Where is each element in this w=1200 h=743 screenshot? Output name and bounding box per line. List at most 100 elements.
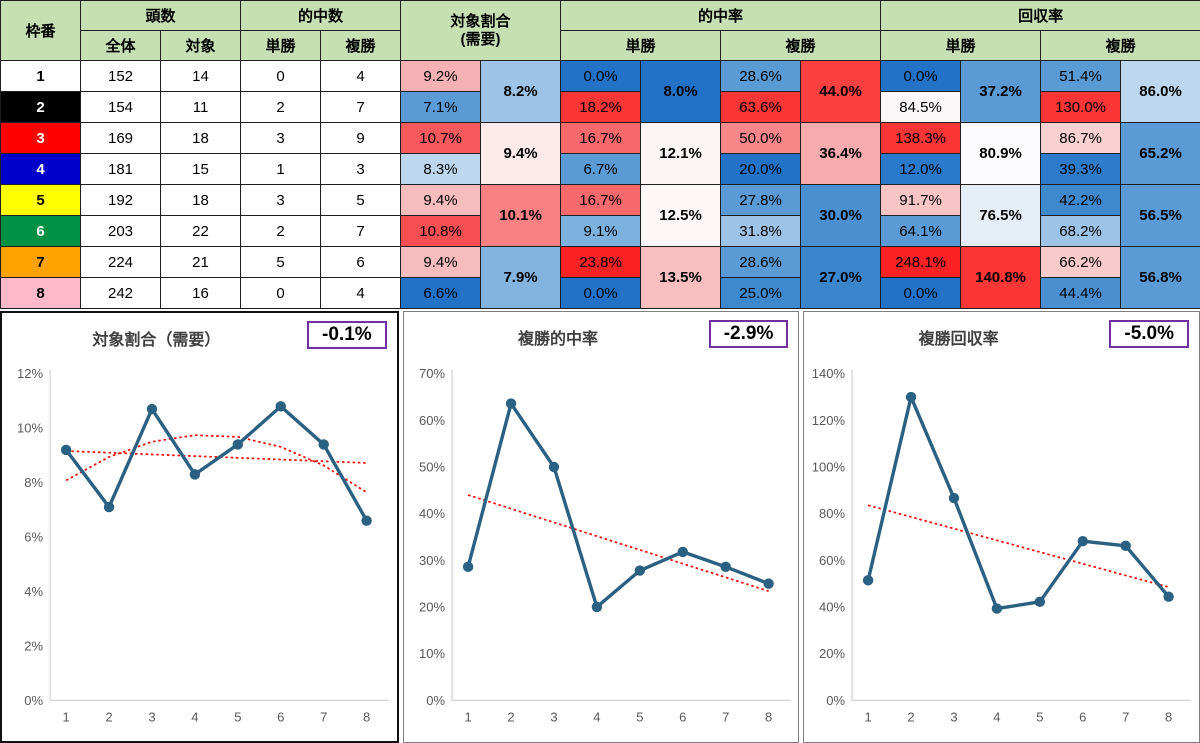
table-row: 5 192 18 3 5 9.4% 10.1% 16.7% 12.5% 27.8% 30.0% 91.… <box>0 184 1200 247</box>
svg-text:6: 6 <box>679 709 686 724</box>
target-cell: 16 <box>159 277 242 309</box>
svg-text:10%: 10% <box>419 646 445 661</box>
svg-text:1: 1 <box>62 709 69 724</box>
svg-text:7: 7 <box>722 709 729 724</box>
header-target-ratio-line1: 対象割合 <box>450 13 511 31</box>
line-chart-target-ratio: 0% 2% 4% 6% 8% 10% 12% 1 2 3 4 5 6 7 8 <box>17 366 389 724</box>
total-cell: 181 <box>80 153 161 185</box>
svg-text:60%: 60% <box>419 413 445 428</box>
win-pay-pair-cell: 140.8% <box>960 246 1042 309</box>
trend-slope-badge: -0.1% <box>307 321 387 349</box>
ratio-pair-cell: 8.2% <box>480 60 562 123</box>
header-payout-win: 単勝 <box>880 30 1042 61</box>
svg-text:2%: 2% <box>24 638 43 653</box>
svg-text:2: 2 <box>507 709 514 724</box>
ratio-cell: 9.4% <box>400 246 482 278</box>
header-row-1: 枠番 頭数 的中数 対象割合 (需要) 的中率 回収率 <box>0 0 1200 61</box>
trend-slope-badge: -5.0% <box>1109 320 1190 348</box>
svg-text:40%: 40% <box>419 506 445 521</box>
svg-text:2: 2 <box>105 709 112 724</box>
win-rate-pair-cell: 8.0% <box>640 60 722 123</box>
place-hits-cell: 4 <box>320 277 402 309</box>
svg-text:3: 3 <box>951 709 958 724</box>
win-rate-pair-cell: 12.1% <box>640 122 722 185</box>
place-pay-cell: 86.7% <box>1040 122 1122 154</box>
win-hits-cell: 2 <box>240 91 322 123</box>
header-place-hits: 複勝 <box>320 30 402 61</box>
svg-text:100%: 100% <box>812 460 846 475</box>
place-rate-pair-cell: 30.0% <box>800 184 882 247</box>
total-cell: 154 <box>80 91 161 123</box>
place-hits-cell: 7 <box>320 215 402 247</box>
ratio-cell: 6.6% <box>400 277 482 309</box>
win-hits-cell: 0 <box>240 60 322 92</box>
chart-panel-place-payout: 複勝回収率 -5.0% 0% 20% 40% 60% 80% 100% 120% 140% 1 2… <box>803 311 1200 743</box>
place-hits-cell: 7 <box>320 91 402 123</box>
frame-cell: 6 <box>0 215 81 247</box>
win-pay-pair-cell: 80.9% <box>960 122 1042 185</box>
table-row: 7 224 21 5 6 9.4% 7.9% 23.8% 13.5% 28.6% 27.0% 248.… <box>0 246 1200 309</box>
win-rate-cell: 0.0% <box>560 277 642 309</box>
win-hits-cell: 3 <box>240 184 322 216</box>
svg-text:1: 1 <box>865 709 872 724</box>
place-pay-cell: 66.2% <box>1040 246 1122 278</box>
win-hits-cell: 1 <box>240 153 322 185</box>
place-rate-cell: 28.6% <box>720 60 802 92</box>
place-rate-cell: 31.8% <box>720 215 802 247</box>
table-row: 2 154 11 2 7 7.1% 18.2% 63.6% 84.5% 130.0% <box>0 91 1200 123</box>
svg-text:3: 3 <box>550 709 557 724</box>
svg-text:6: 6 <box>277 709 284 724</box>
svg-text:40%: 40% <box>819 599 845 614</box>
win-rate-cell: 6.7% <box>560 153 642 185</box>
place-pay-cell: 42.2% <box>1040 184 1122 216</box>
frame-cell: 3 <box>0 122 81 154</box>
total-cell: 203 <box>80 215 161 247</box>
win-rate-pair-cell: 13.5% <box>640 246 722 309</box>
place-hits-cell: 9 <box>320 122 402 154</box>
win-hits-cell: 0 <box>240 277 322 309</box>
place-rate-cell: 50.0% <box>720 122 802 154</box>
place-rate-cell: 28.6% <box>720 246 802 278</box>
stats-table-head: 枠番 頭数 的中数 対象割合 (需要) 的中率 回収率 全体 対象 単勝 複勝 単勝 複勝 単勝 複勝 <box>0 0 1200 61</box>
header-payout-place: 複勝 <box>1040 30 1200 61</box>
target-cell: 15 <box>159 153 242 185</box>
target-cell: 18 <box>159 184 242 216</box>
win-rate-cell: 0.0% <box>560 60 642 92</box>
ratio-cell: 7.1% <box>400 91 482 123</box>
frame-cell: 8 <box>0 277 81 309</box>
total-cell: 192 <box>80 184 161 216</box>
place-hits-cell: 4 <box>320 60 402 92</box>
win-rate-cell: 16.7% <box>560 122 642 154</box>
ratio-cell: 10.7% <box>400 122 482 154</box>
svg-text:0%: 0% <box>24 693 43 708</box>
svg-text:0%: 0% <box>426 693 445 708</box>
win-hits-cell: 5 <box>240 246 322 278</box>
win-pay-cell: 91.7% <box>880 184 962 216</box>
place-rate-cell: 20.0% <box>720 153 802 185</box>
svg-text:120%: 120% <box>812 413 846 428</box>
chart-header: 対象割合（需要） -0.1% <box>2 313 397 357</box>
svg-text:60%: 60% <box>819 553 845 568</box>
header-hit-rate-win: 単勝 <box>560 30 722 61</box>
table-row: 3 169 18 3 9 10.7% 9.4% 16.7% 12.1% 50.0% 36.4% 138… <box>0 122 1200 185</box>
svg-text:2: 2 <box>908 709 915 724</box>
win-pay-cell: 0.0% <box>880 60 962 92</box>
header-hits: 的中数 <box>240 0 402 31</box>
header-hit-rate-place: 複勝 <box>720 30 882 61</box>
ratio-cell: 8.3% <box>400 153 482 185</box>
svg-text:1: 1 <box>464 709 471 724</box>
svg-text:8%: 8% <box>24 475 43 490</box>
place-pay-pair-cell: 56.5% <box>1120 184 1200 247</box>
win-pay-cell: 248.1% <box>880 246 962 278</box>
svg-text:7: 7 <box>320 709 327 724</box>
svg-text:50%: 50% <box>419 460 445 475</box>
svg-text:3: 3 <box>148 709 155 724</box>
header-hit-rate: 的中率 <box>560 0 882 31</box>
place-pay-pair-cell: 65.2% <box>1120 122 1200 185</box>
win-pay-cell: 0.0% <box>880 277 962 309</box>
svg-text:4: 4 <box>191 709 198 724</box>
chart-title: 複勝回収率 <box>918 331 999 348</box>
win-rate-cell: 9.1% <box>560 215 642 247</box>
svg-text:8: 8 <box>765 709 772 724</box>
